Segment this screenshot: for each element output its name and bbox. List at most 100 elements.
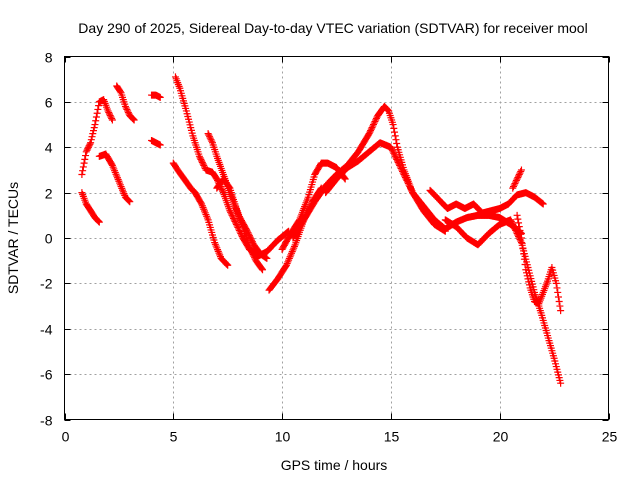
series-arc-n: [322, 139, 525, 237]
data-point: [196, 154, 204, 162]
data-point: [87, 136, 95, 144]
data-point: [557, 307, 565, 315]
data-point: [393, 155, 401, 163]
x-tick-label: 25: [602, 429, 618, 445]
data-point: [95, 218, 103, 226]
data-point: [510, 223, 518, 231]
data-point: [515, 170, 523, 178]
y-tick-label: -4: [40, 322, 53, 338]
data-point: [124, 108, 132, 116]
data-point: [554, 288, 562, 296]
series-arc-i: [169, 159, 232, 269]
data-point: [403, 177, 411, 185]
data-point: [395, 160, 403, 168]
x-tick-label: 5: [170, 429, 178, 445]
data-point: [285, 254, 293, 262]
data-point: [83, 146, 91, 154]
data-point: [383, 105, 391, 113]
data-point: [341, 175, 349, 183]
data-point: [213, 175, 221, 183]
data-point: [156, 93, 164, 101]
data-point: [129, 115, 137, 123]
data-point: [91, 121, 99, 129]
data-point: [222, 260, 230, 268]
data-point: [525, 281, 533, 289]
data-point: [282, 261, 290, 269]
data-point: [391, 128, 399, 136]
data-point: [517, 230, 525, 238]
data-point: [247, 246, 255, 254]
data-point: [105, 108, 113, 116]
data-point: [82, 152, 90, 160]
data-point: [396, 161, 404, 169]
data-point: [539, 200, 547, 208]
data-point: [86, 140, 94, 148]
data-point: [401, 174, 409, 181]
data-point: [397, 164, 405, 172]
data-point: [368, 124, 376, 132]
data-point: [366, 128, 374, 136]
data-point: [80, 159, 88, 167]
grid: [64, 56, 609, 420]
data-point: [372, 115, 380, 123]
data-point: [388, 146, 396, 154]
data-point: [199, 160, 207, 168]
data-point: [515, 223, 523, 231]
data-point: [88, 133, 96, 141]
data-point: [156, 141, 164, 149]
y-tick-label: 2: [45, 186, 53, 202]
data-point: [223, 260, 231, 268]
data-point: [84, 145, 92, 153]
data-point: [288, 248, 296, 256]
data-point: [512, 178, 520, 186]
data-point: [81, 155, 89, 163]
data-point: [404, 178, 412, 186]
data-point: [517, 234, 525, 242]
data-point: [391, 151, 399, 159]
data-point: [78, 170, 86, 178]
data-point: [107, 113, 115, 121]
data-point: [513, 211, 521, 219]
data-point: [248, 238, 256, 246]
data-point: [84, 143, 92, 151]
data-point: [515, 219, 523, 227]
data-point: [515, 172, 523, 180]
data-point: [390, 124, 398, 132]
data-point: [507, 217, 515, 225]
data-point: [259, 266, 267, 274]
data-point: [290, 243, 298, 251]
data-point: [237, 231, 245, 239]
data-point: [556, 302, 564, 310]
x-tick-label: 20: [493, 429, 509, 445]
data-point: [249, 251, 257, 259]
data-point: [206, 134, 214, 142]
data-point: [82, 148, 90, 156]
data-point: [108, 115, 116, 123]
data-point: [389, 121, 397, 129]
data-point: [87, 139, 95, 147]
data-point: [391, 132, 399, 140]
data-point: [235, 226, 243, 234]
x-tick-label: 0: [62, 429, 70, 445]
data-point: [392, 154, 400, 162]
data-point: [553, 284, 561, 292]
data-point: [247, 235, 255, 243]
data-point: [514, 215, 522, 223]
series-arc-j: [213, 175, 267, 274]
data-point: [340, 174, 348, 182]
data-point: [517, 167, 525, 175]
data-point: [123, 105, 131, 113]
data-point: [523, 272, 531, 280]
series-arc-r: [509, 166, 525, 192]
data-point: [197, 155, 205, 163]
data-point: [398, 166, 406, 174]
data-point: [369, 122, 377, 130]
data-point: [124, 196, 132, 204]
data-point: [105, 110, 113, 118]
data-point: [285, 256, 293, 264]
data-point: [371, 118, 379, 126]
data-point: [511, 180, 519, 188]
data-point: [555, 298, 563, 306]
series-arc-c: [95, 150, 134, 206]
data-point: [94, 105, 102, 113]
